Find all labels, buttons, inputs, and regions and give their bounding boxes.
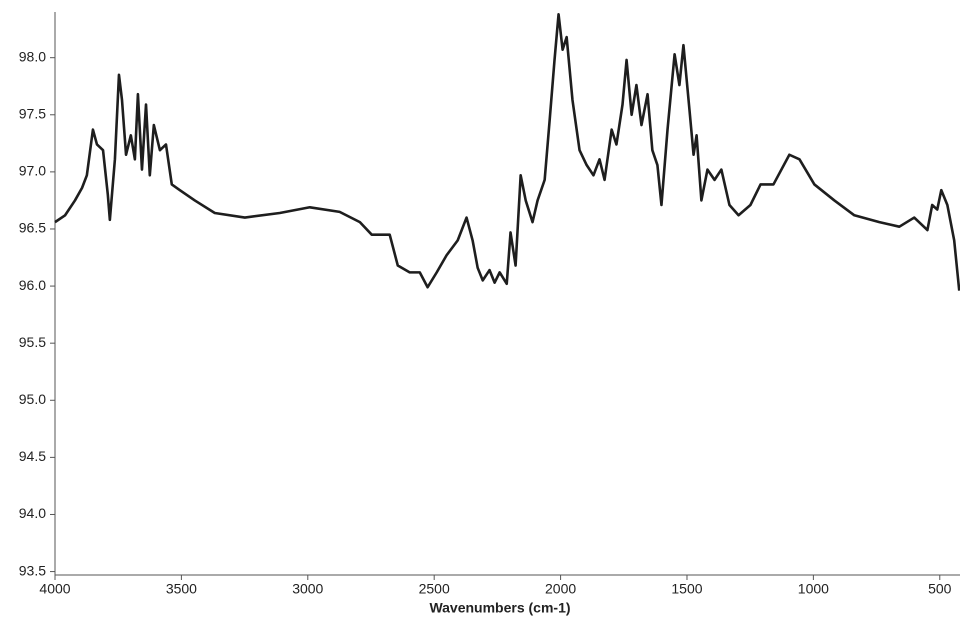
y-tick-label: 97.5 — [19, 105, 46, 121]
y-tick-label: 97.0 — [19, 163, 46, 179]
x-axis-label: Wavenumbers (cm-1) — [429, 600, 570, 616]
y-tick-label: 98.0 — [19, 48, 46, 64]
x-tick-label: 3000 — [292, 581, 323, 597]
y-tick-label: 95.0 — [19, 391, 46, 407]
y-tick-label: 94.0 — [19, 505, 46, 521]
y-tick-label: 93.5 — [19, 562, 46, 578]
x-tick-label: 2500 — [419, 581, 450, 597]
x-tick-label: 2000 — [545, 581, 576, 597]
x-tick-label: 1500 — [671, 581, 702, 597]
y-tick-label: 96.0 — [19, 277, 46, 293]
y-tick-label: 96.5 — [19, 220, 46, 236]
x-tick-label: 500 — [928, 581, 952, 597]
x-tick-label: 3500 — [166, 581, 197, 597]
y-tick-label: 95.5 — [19, 334, 46, 350]
x-tick-label: 1000 — [798, 581, 829, 597]
y-tick-label: 94.5 — [19, 448, 46, 464]
spectrum-line — [54, 12, 960, 291]
x-tick-label: 4000 — [39, 581, 70, 597]
